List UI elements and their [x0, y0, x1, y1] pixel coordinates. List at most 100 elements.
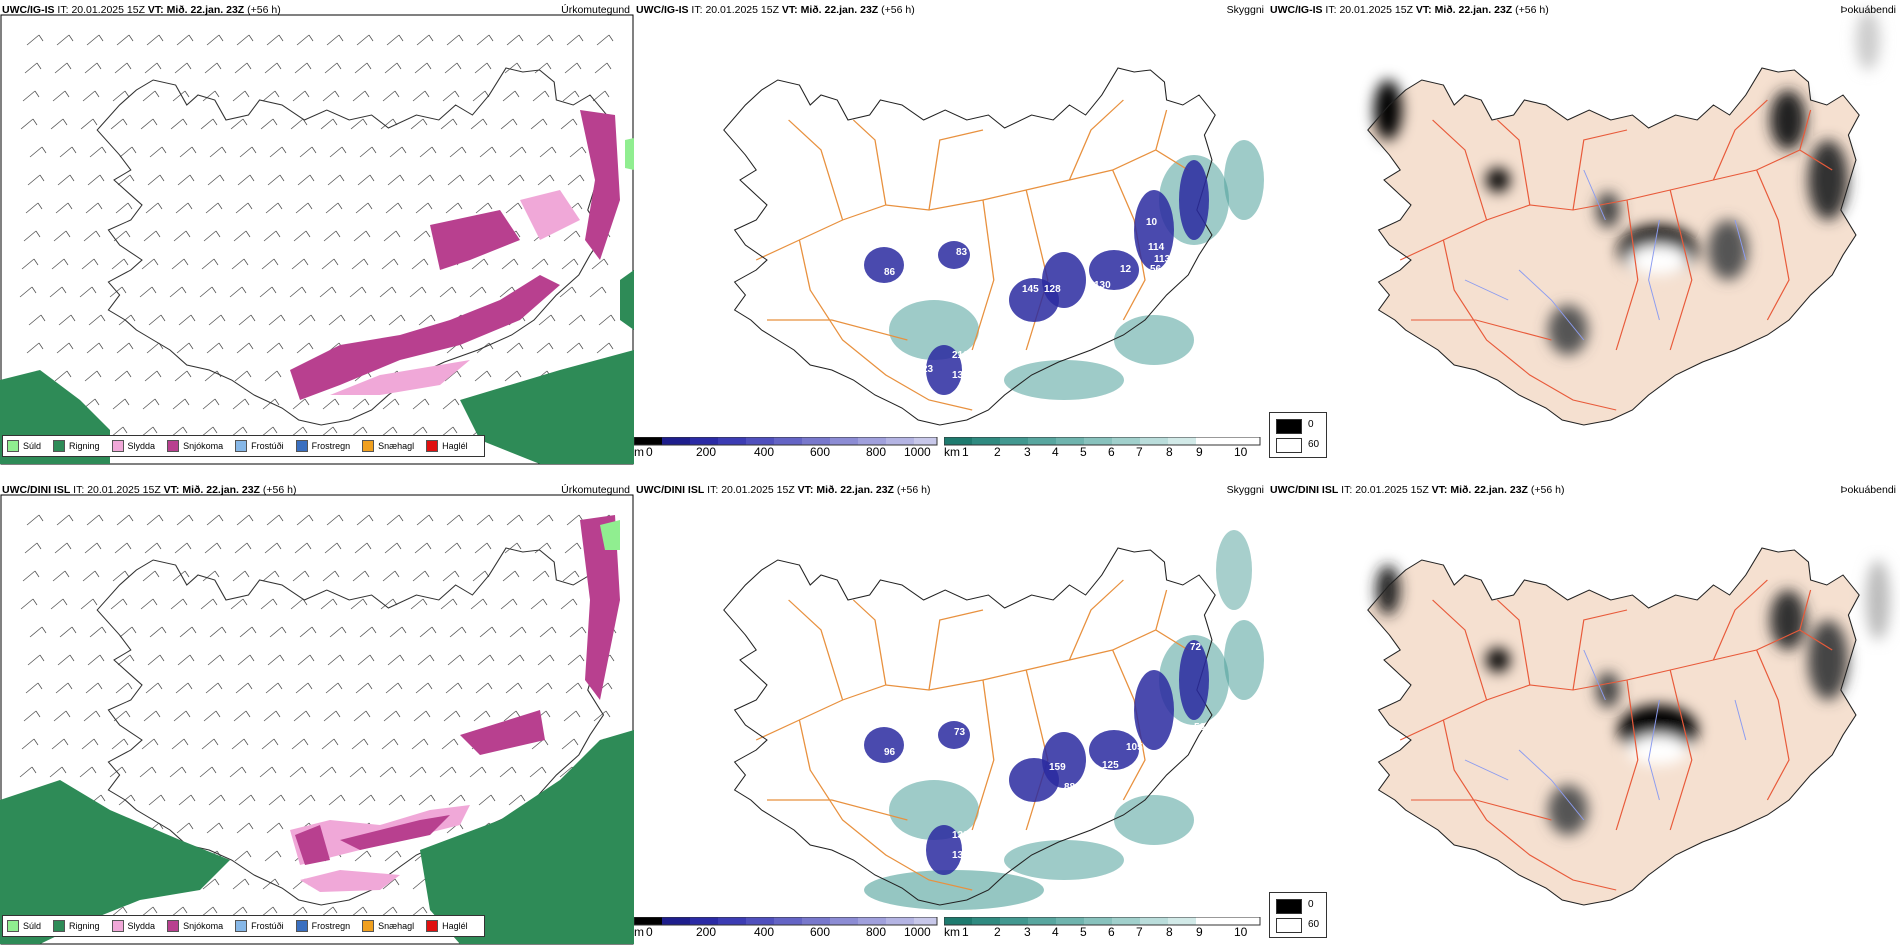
wind-barb-icon [177, 654, 195, 666]
ceiling-label: 210 [952, 350, 969, 361]
fog-area [1628, 735, 1688, 765]
wind-barb-icon [469, 286, 487, 298]
low-visibility-area [1224, 140, 1264, 220]
wind-barb-icon [234, 542, 252, 554]
wind-barb-icon [445, 202, 463, 214]
iceland-outline [96, 67, 608, 426]
wind-barb-icon [384, 542, 402, 554]
wind-barb-icon [478, 794, 496, 806]
forecast-header: UWC/DINI ISL IT: 20.01.2025 15Z VT: Mið.… [636, 484, 931, 496]
legend-swatch [167, 920, 180, 932]
low-ceiling-area [1042, 252, 1086, 308]
wind-barb-icon [112, 90, 130, 102]
wind-barb-icon [235, 682, 253, 694]
precip-legend: Súld Rigning Slydda Snjókoma Frostúði Fr… [2, 915, 485, 937]
wind-barb-icon [84, 62, 102, 74]
low-visibility-area [889, 780, 979, 840]
visibility-tick: 5 [1080, 445, 1087, 459]
wind-barb-icon [237, 174, 255, 186]
wind-barb-icon [563, 710, 581, 722]
wind-barb-icon [147, 654, 165, 666]
visibility-tick: 8 [1166, 925, 1173, 939]
snow-area [460, 710, 545, 755]
wind-barb-icon [22, 570, 40, 582]
wind-barb-icon [417, 654, 435, 666]
wind-barb-icon [412, 90, 430, 102]
wind-barb-icon [142, 570, 160, 582]
wind-barb-icon [119, 146, 137, 158]
fog-area [1376, 565, 1400, 615]
wind-barb-icon [85, 202, 103, 214]
wind-barb-icon [477, 654, 495, 666]
wind-barb-icon [147, 174, 165, 186]
wind-barb-icon [562, 90, 580, 102]
wind-barb-icon [24, 62, 42, 74]
fog-area [1808, 140, 1848, 220]
wind-barb-icon [297, 654, 315, 666]
wind-barb-icon [351, 738, 369, 750]
wind-barb-icon [80, 118, 98, 130]
low-visibility-area [889, 300, 979, 360]
legend-item: Snjókoma [167, 920, 223, 932]
ceiling-colorbar-swatches [634, 917, 938, 926]
wind-barb-icon [412, 398, 430, 410]
wind-barb-icon [539, 626, 557, 638]
wind-barb-icon [534, 542, 552, 554]
wind-barb-icon [442, 90, 460, 102]
wind-barb-icon [386, 514, 404, 526]
wind-barb-icon [26, 34, 44, 46]
low-visibility-area [1004, 360, 1124, 400]
wind-barb-icon [411, 738, 429, 750]
ceiling-tick: 600 [810, 445, 831, 459]
wind-barb-icon [119, 626, 137, 638]
wind-barb-icon [349, 766, 367, 778]
wind-barb-icon [55, 682, 73, 694]
visibility-tick: 7 [1136, 925, 1143, 939]
wind-barb-icon [261, 738, 279, 750]
ceiling-tick: 1000 [904, 445, 931, 459]
ceiling-tick: 200 [696, 445, 717, 459]
wind-barb-icon [325, 202, 343, 214]
wind-barb-icon [114, 370, 132, 382]
rain-area [420, 730, 634, 944]
wind-barb-icon [52, 90, 70, 102]
wind-barb-icon [199, 286, 217, 298]
wind-barb-icon [175, 682, 193, 694]
wind-barb-icon [327, 654, 345, 666]
wind-barb-icon [475, 682, 493, 694]
wind-barb-icon [479, 626, 497, 638]
low-ceiling-area [1089, 250, 1139, 290]
ceiling-label: 114 [1148, 242, 1165, 253]
wind-barb-icon [561, 258, 579, 270]
ceiling-tick: 400 [754, 925, 775, 939]
wind-barb-icon [50, 118, 68, 130]
wind-barb-icon [232, 90, 250, 102]
wind-barb-icon [355, 682, 373, 694]
wind-barb-icon [567, 174, 585, 186]
wind-barb-icon [293, 710, 311, 722]
wind-barb-icon [291, 738, 309, 750]
wind-barb-icon [21, 738, 39, 750]
wind-barb-icon [264, 542, 282, 554]
wind-barb-icon [321, 738, 339, 750]
wind-barb-icon [442, 570, 460, 582]
legend-swatch [362, 440, 375, 452]
fog-legend-white [1276, 438, 1302, 453]
legend-swatch [362, 920, 375, 932]
wind-barb-icon [117, 174, 135, 186]
wind-barb-icon [27, 174, 45, 186]
ceiling-label: 80 [1074, 304, 1086, 315]
iceland-outline [1367, 547, 1860, 906]
wind-barb-icon [357, 654, 375, 666]
wind-barb-icon [236, 514, 254, 526]
wind-barb-icon [322, 90, 340, 102]
wind-barb-icon [501, 258, 519, 270]
visibility-tick: 8 [1166, 445, 1173, 459]
fog-area [1596, 672, 1620, 708]
legend-item: Haglél [426, 440, 468, 452]
wind-barb-icon [536, 342, 554, 354]
wind-barb-icon [379, 286, 397, 298]
wind-barb-icon [294, 62, 312, 74]
wind-barb-icon [263, 230, 281, 242]
